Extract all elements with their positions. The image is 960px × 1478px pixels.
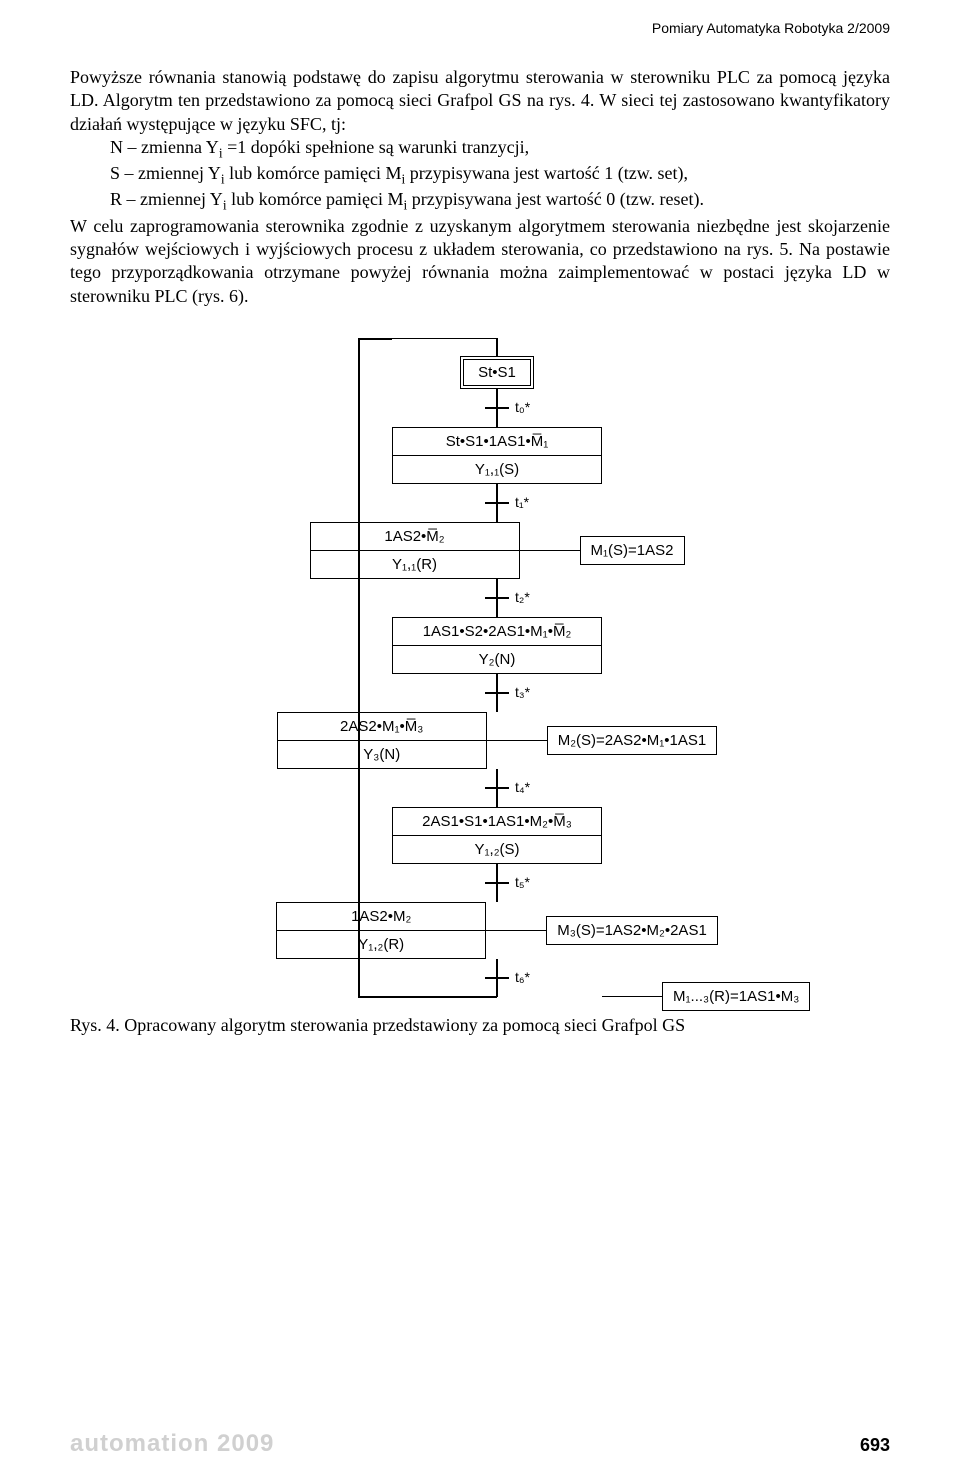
grafpol-diagram: St•S1 t₀* St•S1•1AS1•M̅₁ Y₁,₁(S) xyxy=(70,328,890,997)
step-3: 1AS1•S2•2AS1•M₁•M̅₂ Y₂(N) xyxy=(392,617,602,674)
bullet-2: S – zmiennej Yi lub komórce pamięci Mi p… xyxy=(70,162,890,188)
b1-post: =1 dopóki spełnione są warunki tranzycji… xyxy=(223,137,530,157)
t2-label: t₂* xyxy=(515,589,530,605)
footer-left: automation 2009 xyxy=(70,1430,274,1458)
step2-side: M₁(S)=1AS2 xyxy=(580,536,685,565)
t4-label: t₄* xyxy=(515,779,530,795)
para1: Powyższe równania stanowią podstawę do z… xyxy=(70,66,890,136)
b3-mid: lub komórce pamięci M xyxy=(227,189,404,209)
b2-post: przypisywana jest wartość 1 (tzw. set), xyxy=(405,163,688,183)
t5-label: t₅* xyxy=(515,874,530,890)
step2-cond: 1AS2•M̅₂ xyxy=(311,523,519,551)
page-number: 693 xyxy=(860,1435,890,1456)
transition-t1: t₁* xyxy=(496,484,498,522)
start-step: St•S1 xyxy=(460,356,534,389)
journal-header: Pomiary Automatyka Robotyka 2/2009 xyxy=(70,20,890,36)
transition-t6: t₆* xyxy=(496,959,498,997)
b3-pre: R – zmiennej Y xyxy=(110,189,223,209)
bullet-1: N – zmienna Yi =1 dopóki spełnione są wa… xyxy=(70,136,890,162)
step-2: 1AS2•M̅₂ Y₁,₁(R) xyxy=(310,522,520,579)
bullet-3: R – zmiennej Yi lub komórce pamięci Mi p… xyxy=(70,188,890,214)
body-text: Powyższe równania stanowią podstawę do z… xyxy=(70,66,890,308)
b3-post: przypisywana jest wartość 0 (tzw. reset)… xyxy=(407,189,704,209)
transition-t2: t₂* xyxy=(496,579,498,617)
transition-t3: t₃* xyxy=(496,674,498,712)
step5-act: Y₁,₂(S) xyxy=(393,836,601,863)
step6-side: M₃(S)=1AS2•M₂•2AS1 xyxy=(546,916,718,945)
step3-cond: 1AS1•S2•2AS1•M₁•M̅₂ xyxy=(393,618,601,646)
start-label: St•S1 xyxy=(463,359,531,386)
transition-t4: t₄* xyxy=(496,769,498,807)
t3-label: t₃* xyxy=(515,684,530,700)
b2-pre: S – zmiennej Y xyxy=(110,163,221,183)
figure-caption: Rys. 4. Opracowany algorytm sterowania p… xyxy=(70,1015,890,1036)
step2-act: Y₁,₁(R) xyxy=(311,551,519,578)
step3-act: Y₂(N) xyxy=(393,646,601,673)
transition-t5: t₅* xyxy=(496,864,498,902)
step4-side: M₂(S)=2AS2•M₁•1AS1 xyxy=(547,726,718,755)
step1-act: Y₁,₁(S) xyxy=(393,456,601,483)
t1-label: t₁* xyxy=(515,494,529,510)
step1-cond: St•S1•1AS1•M̅₁ xyxy=(393,428,601,456)
step-5: 2AS1•S1•1AS1•M₂•M̅₃ Y₁,₂(S) xyxy=(392,807,602,864)
b2-mid: lub komórce pamięci M xyxy=(225,163,402,183)
t6-label: t₆* xyxy=(515,969,530,985)
step5-cond: 2AS1•S1•1AS1•M₂•M̅₃ xyxy=(393,808,601,836)
t0-label: t₀* xyxy=(515,399,530,415)
b1-pre: N – zmienna Y xyxy=(110,137,219,157)
transition-t0: t₀* xyxy=(496,389,498,427)
para2: W celu zaprogramowania sterownika zgodni… xyxy=(70,215,890,309)
step-1: St•S1•1AS1•M̅₁ Y₁,₁(S) xyxy=(392,427,602,484)
loopback-side: M₁...₃(R)=1AS1•M₃ xyxy=(662,982,810,1011)
